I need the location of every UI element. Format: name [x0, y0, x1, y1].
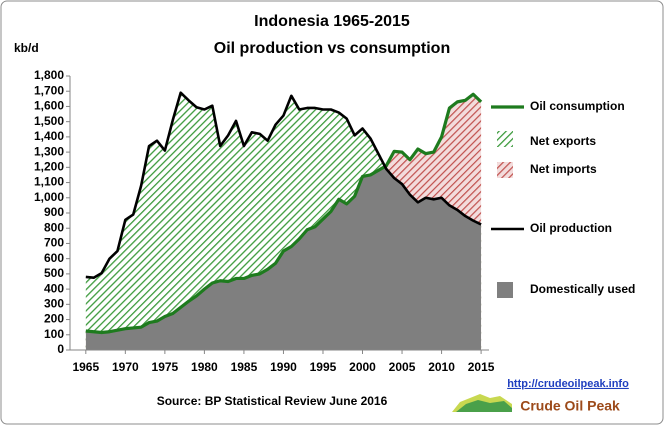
x-tick-label: 1970: [112, 360, 139, 374]
x-tick-label: 1995: [310, 360, 337, 374]
y-tick-label: 1,500: [34, 114, 64, 128]
line: [85, 91, 482, 279]
y-tick-label: 0: [57, 342, 64, 356]
legend-swatch: [497, 162, 513, 178]
legend-label: Net imports: [530, 162, 597, 176]
y-tick-label: 500: [44, 266, 64, 280]
y-tick-label: 700: [44, 236, 64, 250]
y-tick-label: 400: [44, 281, 64, 295]
y-axis-label: kb/d: [14, 41, 39, 55]
x-tick-label: 2015: [468, 360, 495, 374]
y-tick-label: 600: [44, 251, 64, 265]
y-tick-label: 1,000: [34, 190, 64, 204]
y-tick-label: 1,700: [34, 83, 64, 97]
y-tick-label: 900: [44, 205, 64, 219]
legend-label: Oil consumption: [530, 99, 625, 113]
domestic-area: [85, 94, 482, 350]
x-tick-label: 1990: [270, 360, 297, 374]
y-tick-label: 200: [44, 312, 64, 326]
y-tick-label: 1,100: [34, 175, 64, 189]
chart-subtitle: Oil production vs consumption: [214, 40, 450, 57]
y-tick-label: 300: [44, 297, 64, 311]
x-tick-label: 1975: [152, 360, 179, 374]
x-tick-label: 2000: [349, 360, 376, 374]
x-tick-label: 1985: [231, 360, 258, 374]
x-tick-label: 2005: [389, 360, 416, 374]
legend-label: Domestically used: [530, 282, 635, 296]
y-tick-label: 1,400: [34, 129, 64, 143]
x-tick-label: 1965: [72, 360, 99, 374]
y-tick-label: 1,600: [34, 99, 64, 113]
y-tick-label: 1,800: [34, 68, 64, 82]
chart-title: Indonesia 1965-2015: [254, 13, 410, 30]
legend-label: Net exports: [530, 134, 596, 148]
brand: Crude Oil Peak: [520, 398, 620, 414]
url[interactable]: http://crudeoilpeak.info: [507, 378, 629, 390]
y-tick-label: 1,200: [34, 160, 64, 174]
x-tick-label: 1980: [191, 360, 218, 374]
y-tick-label: 100: [44, 327, 64, 341]
logo: [452, 394, 512, 412]
source: Source: BP Statistical Review June 2016: [157, 394, 388, 408]
legend-swatch: [497, 282, 513, 298]
y-tick-label: 1,300: [34, 144, 64, 158]
legend-label: Oil production: [530, 221, 612, 235]
legend-swatch: [497, 131, 513, 147]
x-tick-label: 2010: [428, 360, 455, 374]
y-tick-label: 800: [44, 220, 64, 234]
line: [85, 92, 483, 335]
